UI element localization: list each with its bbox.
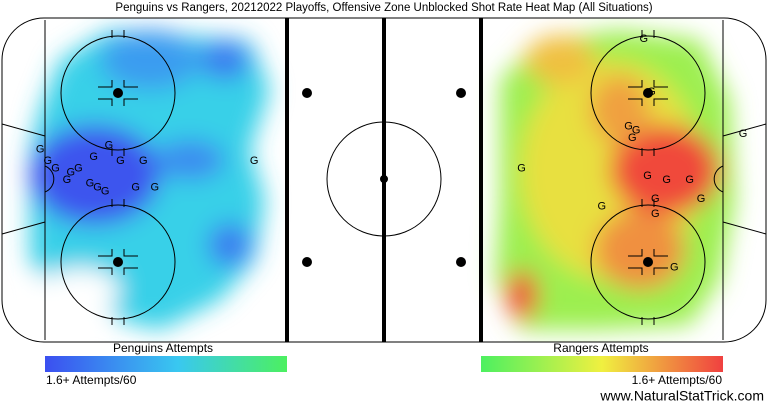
- penguins-heat: [30, 30, 270, 330]
- goal-marker: G: [116, 155, 125, 167]
- goal-marker: G: [93, 182, 102, 194]
- rangers-heat: [495, 30, 735, 330]
- goal-marker: G: [624, 121, 633, 133]
- goal-marker: G: [139, 155, 148, 167]
- goal-marker: G: [651, 208, 660, 220]
- goal-marker: G: [131, 182, 140, 194]
- goal-marker: G: [101, 185, 110, 197]
- chart-title: Penguins vs Rangers, 20212022 Playoffs, …: [115, 2, 652, 14]
- goal-marker: G: [151, 182, 160, 194]
- goal-marker: G: [632, 124, 641, 136]
- goal-marker: G: [63, 174, 72, 186]
- goal-marker: G: [697, 193, 706, 205]
- goal-marker: G: [66, 166, 75, 178]
- goal-marker: G: [89, 151, 98, 163]
- goal-marker: G: [670, 262, 679, 274]
- goal-marker: G: [662, 174, 671, 186]
- heat-layer: [30, 30, 735, 330]
- goal-marker: G: [651, 193, 660, 205]
- rangers-scale: [481, 356, 723, 372]
- scale-label: 1.6+ Attempts/60: [632, 373, 723, 387]
- source: www.NaturalStatTrick.com: [599, 388, 764, 404]
- legend-label: Rangers Attempts: [553, 341, 648, 355]
- goal-marker: G: [44, 155, 53, 167]
- goal-marker: G: [36, 143, 45, 155]
- goal-marker: G: [628, 132, 637, 144]
- scale-label: 1.6+ Attempts/60: [46, 373, 137, 387]
- goal-marker: G: [51, 162, 60, 174]
- goal-marker: G: [74, 162, 83, 174]
- goal-marker: G: [685, 174, 694, 186]
- rink: [1, 17, 767, 343]
- goal-marker: G: [639, 33, 648, 45]
- goal-marker: G: [250, 155, 259, 167]
- penguins-scale: [45, 356, 287, 372]
- goal-marker: G: [643, 170, 652, 182]
- goal-marker: G: [86, 178, 95, 190]
- legend-label: Penguins Attempts: [113, 341, 213, 355]
- goal-marker: G: [105, 140, 114, 152]
- goal-marker: G: [517, 162, 526, 174]
- goal-marker: G: [597, 201, 606, 213]
- goal-marker: G: [647, 86, 656, 98]
- goal-marker: G: [739, 128, 748, 140]
